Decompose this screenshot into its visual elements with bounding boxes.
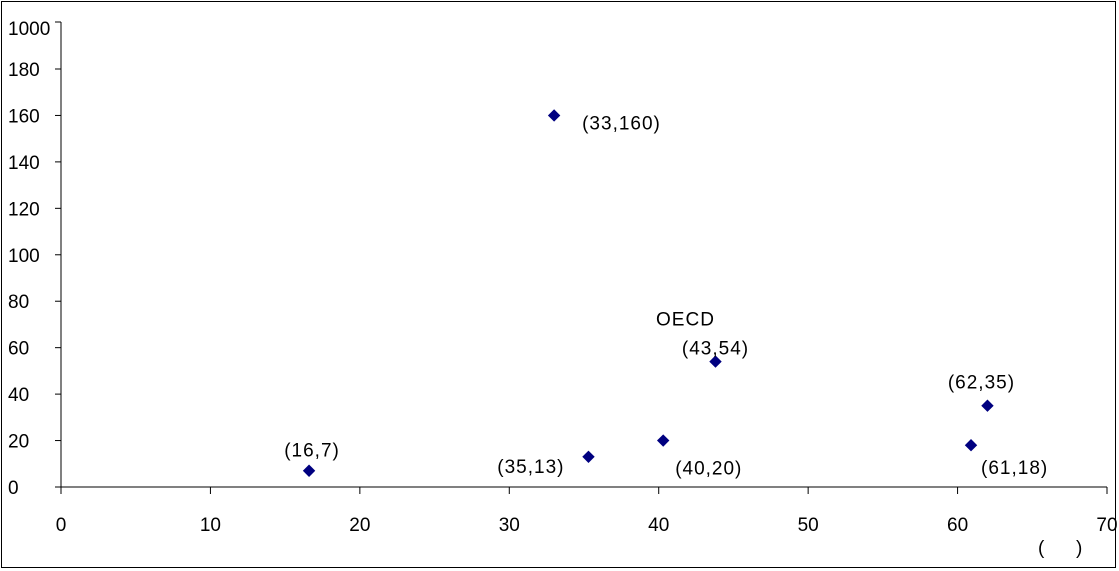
x-tick-label: 20 [349, 515, 370, 536]
data-point [582, 450, 595, 464]
x-axis-unit-label: ( ) [1038, 538, 1083, 559]
y-axis-ticks: 0 20 40 60 80 100 120 140 160 180 [8, 60, 61, 499]
x-tick-label: 60 [947, 515, 968, 536]
x-tick-label: 70 [1096, 515, 1117, 536]
y-tick-label: 60 [8, 339, 29, 360]
data-point-label: (35,13) [497, 457, 564, 478]
data-point-label: (43,54) [682, 339, 749, 360]
x-tick-label: 10 [200, 515, 221, 536]
y-tick-label: 40 [8, 385, 29, 406]
y-tick-label: 100 [8, 246, 40, 267]
x-tick-label: 50 [798, 515, 819, 536]
data-point-label: (62,35) [948, 373, 1015, 394]
x-axis-ticks: 0 10 20 30 40 50 60 70 [56, 487, 1118, 536]
data-point-label: (40,20) [675, 459, 742, 480]
y-tick-label: 160 [8, 106, 40, 127]
data-point [302, 464, 316, 477]
data-points [302, 109, 994, 477]
series-name-label: OECD [656, 310, 715, 331]
point-labels: (16,7) (33,160) (35,13) (40,20) (43,54) OECD (… [284, 113, 1048, 480]
y-tick-label: 180 [8, 60, 40, 81]
y-tick-label: 20 [8, 432, 29, 453]
data-point-label: (61,18) [981, 458, 1048, 479]
data-point [964, 438, 978, 452]
axes [55, 21, 1107, 488]
data-point [981, 399, 994, 412]
y-tick-label: 80 [8, 292, 29, 313]
x-tick-label: 40 [648, 515, 669, 536]
y-axis-extra-label: 1000 [8, 19, 50, 40]
data-point-label: (33,160) [582, 113, 661, 134]
data-point-label: (16,7) [284, 441, 340, 462]
y-tick-label: 140 [8, 153, 40, 174]
x-tick-label: 0 [56, 515, 67, 536]
data-point [709, 355, 722, 368]
data-point [547, 109, 561, 122]
data-point [656, 434, 670, 447]
y-tick-label: 0 [8, 478, 19, 499]
y-tick-label: 120 [8, 199, 40, 220]
x-tick-label: 30 [499, 515, 520, 536]
